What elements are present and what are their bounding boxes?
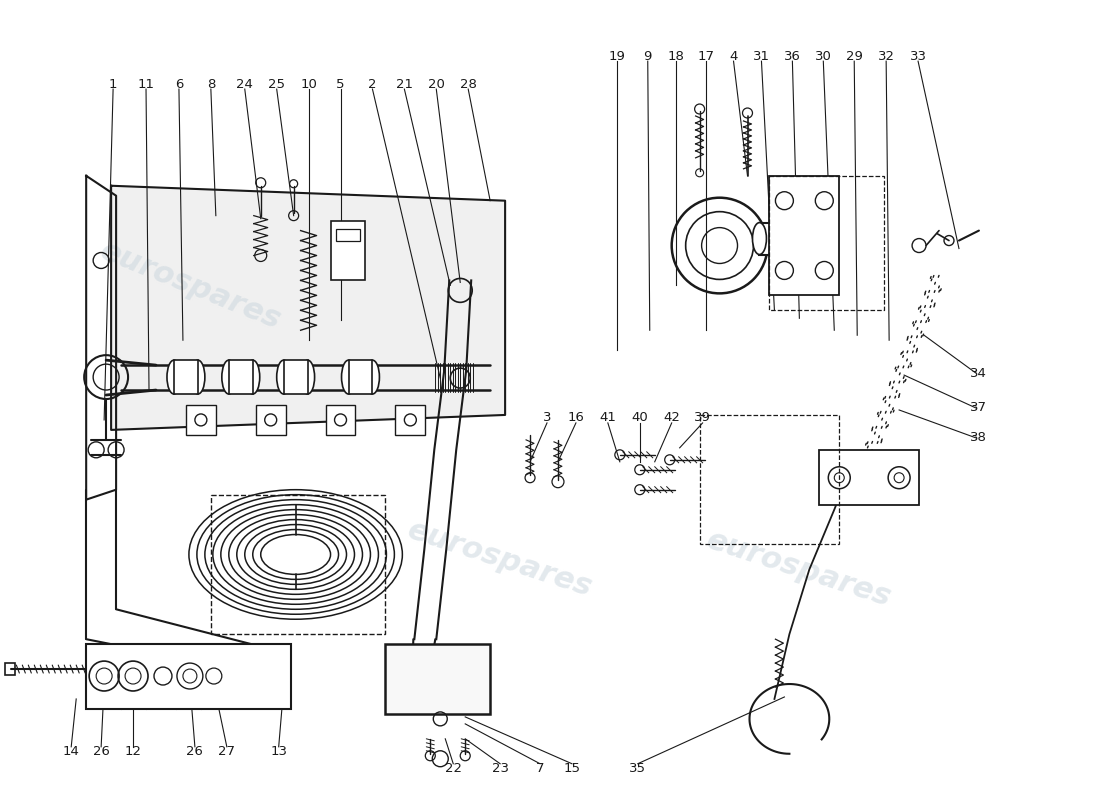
Text: 36: 36: [784, 50, 801, 62]
Text: 3: 3: [542, 411, 551, 425]
Text: eurospares: eurospares: [404, 516, 596, 603]
Text: 34: 34: [970, 366, 988, 379]
Text: 2: 2: [368, 78, 376, 90]
Bar: [769, 176, 839, 295]
Text: 31: 31: [754, 50, 770, 62]
Bar: [255, 405, 286, 435]
Text: 37: 37: [970, 402, 988, 414]
Text: 18: 18: [668, 50, 684, 62]
Ellipse shape: [222, 360, 235, 394]
Text: 32: 32: [878, 50, 894, 62]
Text: 25: 25: [268, 78, 285, 90]
Bar: [86, 644, 290, 709]
Text: eurospares: eurospares: [703, 526, 895, 613]
Text: 14: 14: [63, 746, 79, 758]
Text: 39: 39: [694, 411, 711, 425]
Text: 7: 7: [536, 762, 544, 775]
Bar: [700, 415, 839, 545]
Bar: [229, 360, 253, 394]
Text: 1: 1: [109, 78, 118, 90]
Text: 41: 41: [600, 411, 616, 425]
Text: 26: 26: [92, 746, 110, 758]
Text: 24: 24: [236, 78, 253, 90]
Text: 38: 38: [970, 431, 988, 444]
Text: 6: 6: [175, 78, 183, 90]
Text: 21: 21: [396, 78, 412, 90]
Ellipse shape: [167, 360, 180, 394]
Ellipse shape: [752, 222, 767, 254]
Ellipse shape: [365, 360, 380, 394]
Text: 15: 15: [563, 762, 581, 775]
Text: 40: 40: [631, 411, 648, 425]
Bar: [349, 360, 373, 394]
Bar: [331, 221, 365, 281]
Text: 20: 20: [428, 78, 444, 90]
Text: 22: 22: [444, 762, 462, 775]
Bar: [211, 494, 385, 634]
Bar: [174, 360, 198, 394]
Ellipse shape: [300, 360, 315, 394]
Text: 17: 17: [697, 50, 714, 62]
Bar: [759, 222, 820, 254]
Bar: [284, 360, 308, 394]
Bar: [395, 405, 426, 435]
Bar: [186, 405, 216, 435]
Ellipse shape: [812, 222, 826, 254]
Text: 30: 30: [815, 50, 832, 62]
Text: 13: 13: [271, 746, 287, 758]
Bar: [820, 450, 920, 505]
Text: 33: 33: [910, 50, 926, 62]
Text: eurospares: eurospares: [96, 236, 286, 335]
Text: 29: 29: [846, 50, 862, 62]
Text: 9: 9: [644, 50, 652, 62]
Ellipse shape: [277, 360, 290, 394]
Text: 4: 4: [729, 50, 738, 62]
Text: 16: 16: [568, 411, 584, 425]
Polygon shape: [111, 186, 505, 430]
Text: 23: 23: [492, 762, 508, 775]
Text: 8: 8: [207, 78, 215, 90]
Bar: [336, 229, 361, 241]
Text: 19: 19: [608, 50, 625, 62]
Bar: [385, 644, 491, 714]
Text: 26: 26: [187, 746, 204, 758]
Ellipse shape: [341, 360, 355, 394]
Text: 5: 5: [337, 78, 344, 90]
Ellipse shape: [191, 360, 205, 394]
Bar: [326, 405, 355, 435]
Text: 28: 28: [460, 78, 476, 90]
Bar: [769, 176, 884, 310]
Text: 11: 11: [138, 78, 154, 90]
Text: 27: 27: [218, 746, 235, 758]
Ellipse shape: [245, 360, 260, 394]
Bar: [6, 663, 15, 675]
Text: 42: 42: [663, 411, 680, 425]
Text: 12: 12: [124, 746, 142, 758]
Text: 10: 10: [300, 78, 317, 90]
Text: 35: 35: [629, 762, 647, 775]
